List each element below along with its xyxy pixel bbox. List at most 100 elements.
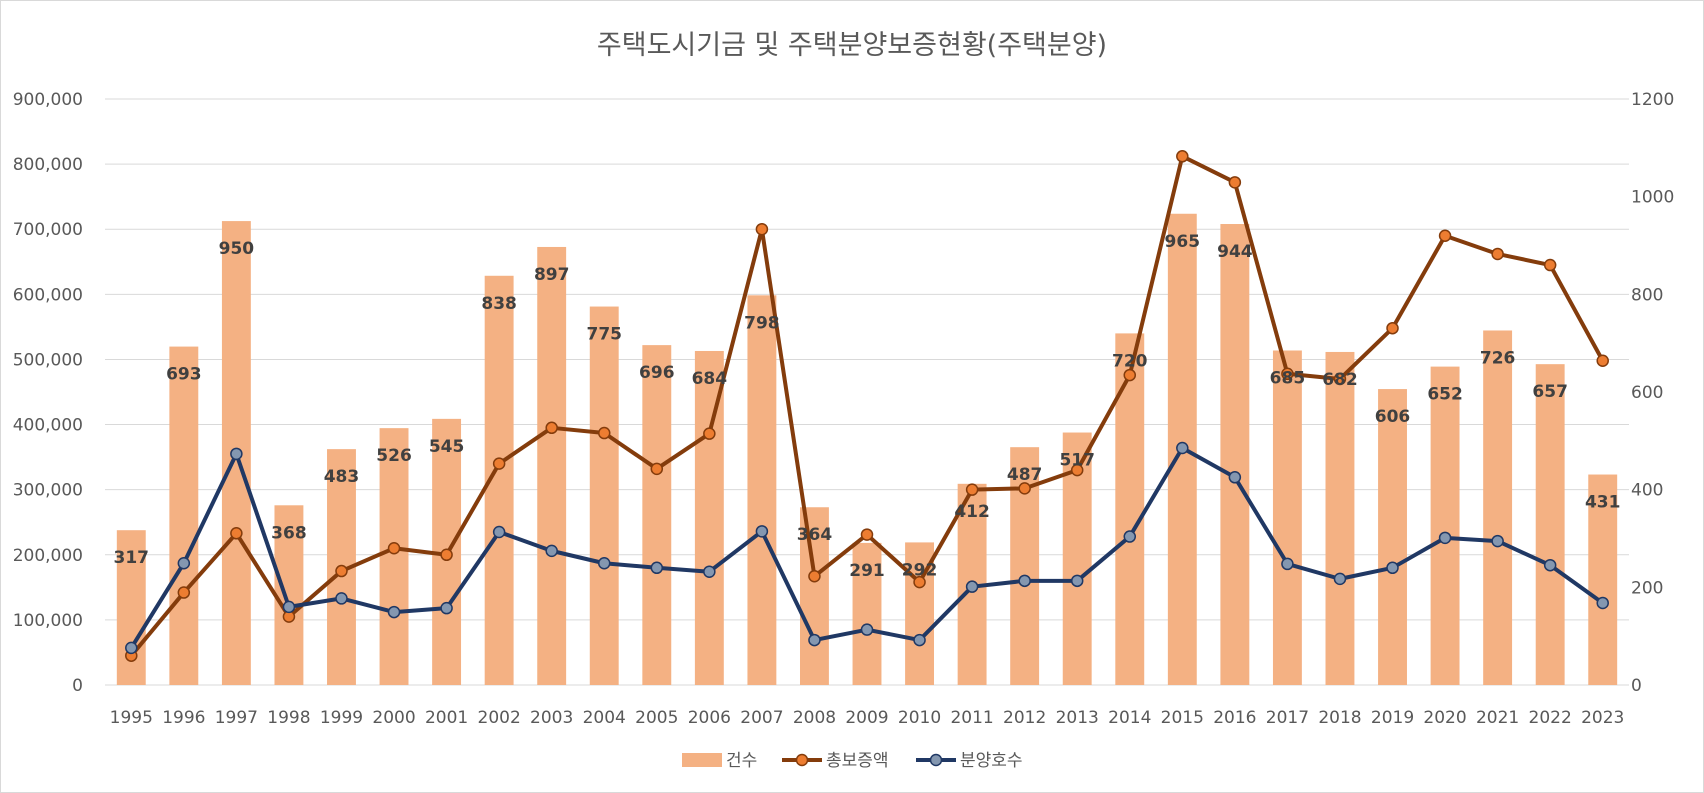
line-point	[1228, 176, 1242, 189]
left-axis-tick-label: 600,000	[13, 285, 83, 305]
bar-data-label: 685	[1270, 368, 1306, 388]
line-point	[335, 564, 348, 578]
x-axis-tick-label: 2003	[530, 708, 573, 728]
line-point	[755, 222, 769, 236]
line-point	[1491, 247, 1504, 261]
line-point	[1596, 596, 1609, 610]
line-point	[1543, 258, 1557, 272]
bar-data-label: 726	[1480, 348, 1516, 368]
line-point	[703, 427, 716, 440]
bar-data-label: 368	[271, 523, 307, 543]
x-axis-tick-label: 2009	[845, 708, 888, 728]
legend-item-총보증액[interactable]: 총보증액	[782, 751, 889, 771]
line-point	[335, 592, 348, 605]
line-point	[1281, 367, 1294, 381]
line-point	[1543, 558, 1557, 572]
x-axis-tick-label: 2017	[1266, 708, 1309, 728]
bar-data-label: 897	[534, 265, 570, 285]
x-axis-tick-label: 2018	[1318, 708, 1361, 728]
left-axis-tick-label: 900,000	[13, 90, 83, 110]
line-point	[1176, 441, 1189, 455]
line-point	[177, 586, 191, 599]
legend[interactable]: 건수 총보증액 분양호수	[682, 751, 1023, 771]
line-point	[1228, 471, 1242, 484]
right-axis-tick-label: 200	[1631, 578, 1663, 598]
bar-data-label: 693	[166, 365, 202, 385]
legend-item-분양호수[interactable]: 분양호수	[916, 751, 1023, 771]
x-axis-tick-label: 2013	[1056, 708, 1099, 728]
line-point	[1018, 482, 1031, 495]
bar	[589, 306, 619, 685]
line-point	[808, 570, 821, 583]
left-axis-tick-label: 400,000	[13, 416, 83, 436]
x-axis-tick-label: 2010	[898, 708, 941, 728]
legend-item-건수[interactable]: 건수	[682, 751, 757, 771]
legend-label: 분양호수	[960, 751, 1023, 771]
x-axis-tick-label: 2023	[1581, 708, 1624, 728]
line-point	[965, 580, 979, 593]
bar-data-label: 838	[481, 294, 517, 314]
x-axis-tick-label: 2021	[1476, 708, 1519, 728]
x-axis-tick-label: 1997	[215, 708, 258, 728]
bar-data-label: 487	[1007, 465, 1043, 485]
bar-data-label: 291	[849, 561, 885, 581]
x-axis-tick-label: 2015	[1161, 708, 1204, 728]
left-axis-tick-label: 500,000	[13, 350, 83, 370]
left-axis-tick-label: 200,000	[13, 546, 83, 566]
line-point	[1491, 534, 1504, 548]
x-axis-tick-label: 1999	[320, 708, 363, 728]
line-point	[387, 605, 401, 619]
line-point	[965, 483, 979, 496]
bar-data-label: 798	[744, 313, 780, 333]
line-point	[545, 421, 558, 435]
bar	[1535, 364, 1565, 685]
bar	[852, 542, 882, 685]
x-axis-tick-label: 2002	[478, 708, 521, 728]
line-point	[913, 575, 926, 589]
chart-title: 주택도시기금 및 주택분양보증현황(주택분양)	[597, 30, 1107, 61]
x-axis-tick-label: 2006	[688, 708, 731, 728]
legend-swatch	[682, 753, 722, 767]
bar-data-label: 545	[429, 437, 465, 457]
left-axis-tick-label: 100,000	[13, 611, 83, 631]
bar	[1483, 330, 1513, 685]
bar-data-label: 517	[1059, 451, 1095, 471]
bar-data-label: 720	[1112, 351, 1148, 371]
x-axis-tick-label: 1998	[267, 708, 310, 728]
bar-data-label: 606	[1375, 407, 1411, 427]
line-point	[913, 633, 926, 647]
line-point	[230, 527, 243, 540]
left-axis-tick-label: 700,000	[13, 220, 83, 240]
bar-data-label: 364	[797, 525, 833, 545]
bar	[1588, 474, 1618, 685]
bar	[1272, 350, 1302, 685]
bar-data-label: 431	[1585, 493, 1621, 513]
right-axis-tick-label: 1000	[1631, 188, 1674, 208]
x-axis-tick-label: 2014	[1108, 708, 1151, 728]
bar	[1378, 389, 1407, 685]
bar-data-label: 696	[639, 363, 675, 383]
line-point	[1438, 229, 1452, 242]
right-axis-tick-label: 800	[1631, 285, 1663, 305]
right-axis-tick-label: 400	[1631, 481, 1663, 501]
bar-data-label: 944	[1217, 242, 1253, 262]
x-axis-tick-label: 2005	[635, 708, 678, 728]
bar-data-label: 292	[902, 560, 938, 580]
bar-data-label: 483	[324, 467, 360, 487]
left-axis-tick-label: 800,000	[13, 155, 83, 175]
bar	[537, 246, 567, 685]
line-point	[703, 565, 716, 578]
bar	[1325, 351, 1355, 685]
x-axis-tick-label: 2000	[372, 708, 415, 728]
bar-data-label: 412	[954, 502, 990, 522]
line-point	[125, 641, 138, 655]
line-point	[597, 426, 611, 440]
line-point	[440, 548, 453, 562]
line-point	[650, 462, 664, 476]
line-point	[1438, 531, 1452, 545]
gridlines	[105, 98, 1629, 686]
line-point	[1070, 574, 1084, 588]
line-point	[492, 525, 506, 539]
